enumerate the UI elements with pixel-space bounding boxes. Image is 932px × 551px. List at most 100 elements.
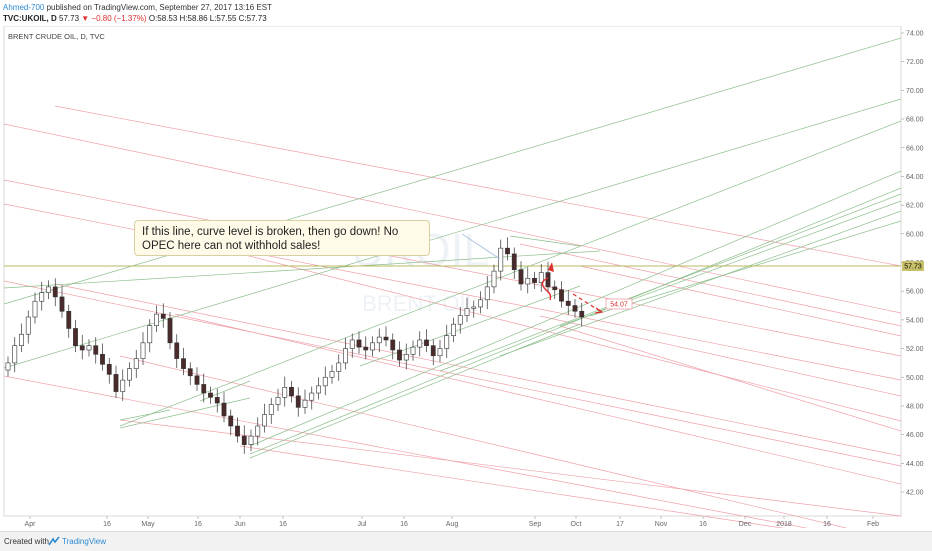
tradingview-brand-link[interactable]: TradingView bbox=[62, 537, 107, 546]
candle-up bbox=[316, 385, 321, 394]
candle-up bbox=[336, 362, 342, 372]
time-tick-label: 16 bbox=[279, 521, 287, 528]
candle-down bbox=[505, 247, 510, 255]
ohlc-values: O:58.53 H:58.86 L:57.55 C:57.73 bbox=[148, 14, 267, 23]
red-channel-line bbox=[54, 283, 902, 457]
candle-down bbox=[52, 286, 58, 298]
candle-down bbox=[228, 415, 234, 427]
green-channel-line bbox=[119, 409, 171, 421]
candle-down bbox=[532, 277, 537, 283]
green-channel-line bbox=[3, 37, 902, 305]
candle-up bbox=[451, 323, 456, 336]
green-channel-line bbox=[119, 397, 251, 429]
candle-up bbox=[127, 368, 132, 381]
candle-up bbox=[147, 325, 153, 344]
time-tick-label: Dec bbox=[739, 521, 752, 528]
candle-down bbox=[79, 345, 85, 351]
candle-up bbox=[376, 336, 382, 344]
time-tick-label: Jun bbox=[234, 521, 245, 528]
price-tick-label: 56.00 bbox=[906, 289, 924, 296]
candle-down bbox=[160, 313, 166, 319]
candle-up bbox=[471, 306, 477, 309]
candle-down bbox=[167, 318, 173, 344]
candle-up bbox=[39, 292, 45, 302]
time-tick-label: 16 bbox=[823, 521, 831, 528]
candle-up bbox=[491, 270, 497, 288]
candle-up bbox=[464, 308, 470, 316]
time-tick-label: May bbox=[141, 521, 155, 528]
time-tick-label: Oct bbox=[571, 521, 582, 528]
candle-down bbox=[356, 339, 362, 348]
candle-down bbox=[511, 253, 517, 270]
candle-down bbox=[383, 336, 389, 341]
red-channel-line bbox=[3, 123, 902, 314]
price-tick-label: 46.00 bbox=[906, 432, 924, 439]
red-channel-line bbox=[174, 313, 902, 485]
candle-up bbox=[478, 299, 483, 308]
candle-up bbox=[262, 414, 267, 427]
chart-area[interactable]: UKOIL BRENT OIL BRENT CRUDE OIL, D, TVC … bbox=[0, 25, 932, 547]
time-tick-label: Nov bbox=[655, 521, 668, 528]
price-tick-label: 72.00 bbox=[906, 59, 924, 66]
candle-down bbox=[572, 305, 578, 312]
candle-down bbox=[552, 286, 558, 291]
red-channel-line bbox=[3, 179, 902, 357]
price-change: ▼ −0.80 (−1.37%) bbox=[81, 14, 147, 23]
candle-up bbox=[309, 392, 315, 401]
candle-up bbox=[255, 425, 261, 437]
red-channel-line bbox=[579, 265, 902, 337]
candle-up bbox=[120, 379, 126, 392]
green-channel-line bbox=[249, 187, 902, 455]
candle-down bbox=[59, 296, 65, 312]
price-tick-label: 42.00 bbox=[906, 490, 924, 497]
last-price-tag bbox=[902, 261, 924, 271]
candle-up bbox=[349, 339, 355, 349]
candlesticks bbox=[5, 237, 585, 454]
time-tick-label: Aug bbox=[446, 521, 459, 528]
candle-up bbox=[275, 397, 281, 405]
red-channel-line bbox=[519, 243, 902, 327]
candle-up bbox=[370, 342, 375, 351]
candle-down bbox=[221, 402, 227, 417]
last-price: 57.73 bbox=[59, 14, 80, 23]
candle-down bbox=[73, 328, 78, 346]
candle-up bbox=[437, 348, 443, 357]
candle-down bbox=[390, 339, 396, 351]
time-tick-label: 16 bbox=[103, 521, 111, 528]
candle-up bbox=[46, 286, 51, 293]
candle-down bbox=[545, 272, 551, 288]
candle-down bbox=[397, 349, 402, 361]
publish-line: Ahmed-700 published on TradingView.com, … bbox=[3, 2, 272, 13]
candle-down bbox=[559, 289, 564, 302]
price-tick-label: 44.00 bbox=[906, 461, 924, 468]
price-tick-label: 50.00 bbox=[906, 375, 924, 382]
candle-up bbox=[403, 353, 409, 361]
candle-down bbox=[174, 342, 180, 359]
time-tick-label: Jul bbox=[358, 521, 367, 528]
candle-down bbox=[106, 364, 112, 375]
red-channel-line bbox=[54, 105, 902, 267]
candle-up bbox=[86, 345, 92, 351]
time-tick-label: 17 bbox=[616, 521, 624, 528]
green-channel-line bbox=[199, 380, 251, 402]
red-channel-line bbox=[3, 280, 902, 467]
arrow-dashed bbox=[572, 293, 601, 312]
annotation-callout[interactable]: If this line, curve level is broken, the… bbox=[134, 220, 430, 256]
candle-down bbox=[430, 345, 436, 357]
arrow-up-head bbox=[548, 262, 554, 272]
red-channel-line bbox=[119, 355, 902, 542]
candle-up bbox=[525, 277, 531, 285]
candle-up bbox=[484, 286, 490, 301]
time-axis: Apr 16 May 16 Jun 16 Jul 16 Aug Sep Oct 17 Nov 16 Dec 2… bbox=[25, 516, 879, 528]
author-link[interactable]: Ahmed-700 bbox=[3, 3, 45, 12]
time-tick-label: Apr bbox=[25, 521, 37, 528]
candle-up bbox=[25, 316, 31, 335]
price-chart[interactable]: UKOIL BRENT OIL BRENT CRUDE OIL, D, TVC … bbox=[0, 25, 932, 547]
price-tick-label: 62.00 bbox=[906, 203, 924, 210]
target-tag bbox=[605, 298, 633, 310]
green-channel-line bbox=[249, 323, 581, 459]
candle-down bbox=[579, 310, 585, 318]
candle-down bbox=[424, 339, 429, 346]
candle-down bbox=[100, 353, 105, 365]
green-channel-line bbox=[439, 193, 902, 372]
